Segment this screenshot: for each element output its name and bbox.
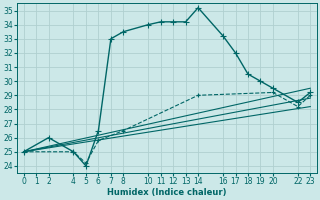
X-axis label: Humidex (Indice chaleur): Humidex (Indice chaleur) [107,188,227,197]
